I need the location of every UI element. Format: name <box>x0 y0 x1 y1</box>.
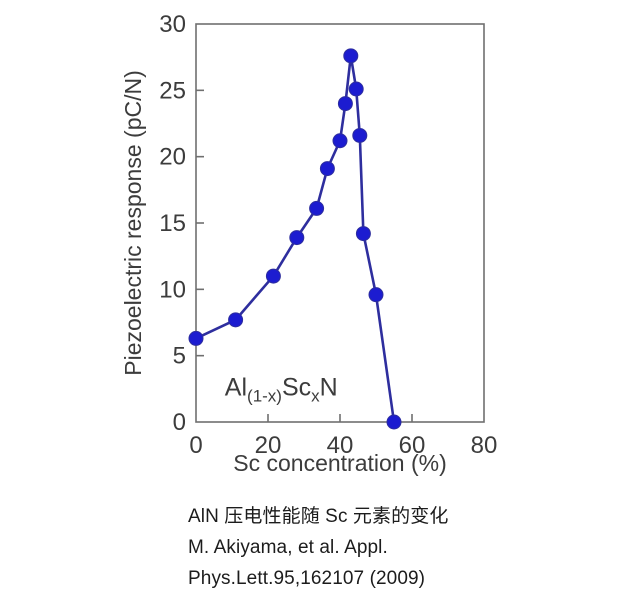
data-point <box>319 161 335 177</box>
x-tick-label: 40 <box>327 432 354 459</box>
formula-subscript: x <box>311 386 320 405</box>
y-tick-label: 20 <box>159 144 186 171</box>
data-point <box>368 287 384 303</box>
data-point <box>332 133 348 149</box>
data-point <box>289 230 305 246</box>
data-point <box>355 226 371 242</box>
x-tick-label: 20 <box>255 432 282 459</box>
formula-text: Al <box>225 373 247 401</box>
line-chart: 0 20 40 60 80 0 5 10 15 20 25 30 Sc concentration (%… <box>120 11 498 476</box>
y-tick-label: 0 <box>173 409 186 436</box>
data-point <box>265 268 281 284</box>
x-tick-label: 60 <box>399 432 426 459</box>
y-tick-label: 10 <box>159 276 186 303</box>
data-point <box>352 127 368 143</box>
data-point <box>188 330 204 346</box>
y-tick-label: 25 <box>159 77 186 104</box>
data-point <box>343 48 359 64</box>
x-tick-label: 0 <box>189 432 202 459</box>
data-point <box>386 414 402 430</box>
formula-text: N <box>320 373 338 401</box>
data-point <box>309 200 325 216</box>
y-tick-label: 30 <box>159 11 186 38</box>
caption-title: AlN 压电性能随 Sc 元素的变化 <box>188 506 449 527</box>
formula-subscript: (1-x) <box>247 386 282 405</box>
figure-caption: AlN 压电性能随 Sc 元素的变化 M. Akiyama, et al. Ap… <box>188 501 608 594</box>
y-tick-label: 5 <box>173 343 186 370</box>
plot-frame <box>195 23 485 423</box>
y-tick-label: 15 <box>159 210 186 237</box>
caption-reference-line2: Phys.Lett.95,162107 (2009) <box>188 568 426 589</box>
data-line <box>195 54 396 423</box>
formula-text: Sc <box>282 373 311 401</box>
caption-reference-line1: M. Akiyama, et al. Appl. <box>188 537 388 558</box>
x-tick-label: 80 <box>471 432 498 459</box>
formula-annotation: Al(1-x)ScxN <box>225 373 338 405</box>
data-point <box>337 96 353 112</box>
data-point <box>228 312 244 328</box>
y-axis-label: Piezoelectric response (pC/N) <box>120 70 146 376</box>
data-point <box>348 81 364 97</box>
x-axis-label: Sc concentration (%) <box>233 450 446 476</box>
